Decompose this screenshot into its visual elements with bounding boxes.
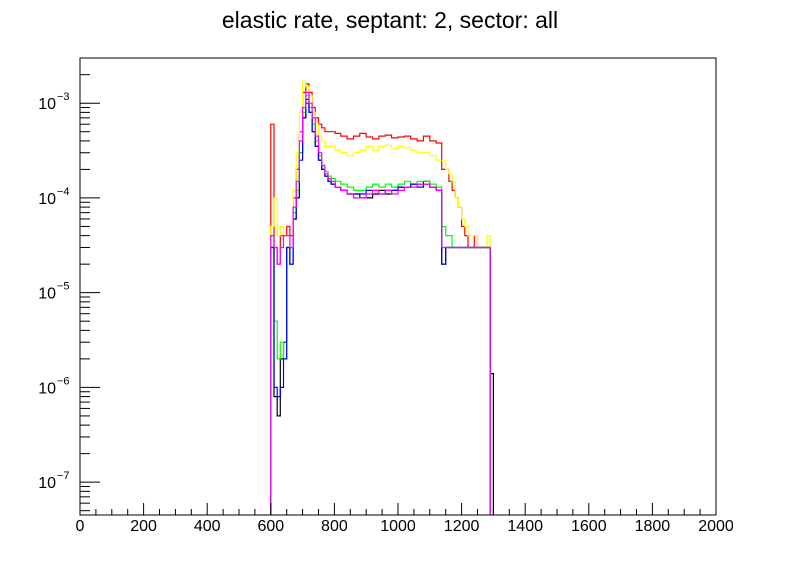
y-tick-exponent: −4 [57, 186, 70, 198]
y-tick-exponent: −6 [57, 375, 70, 387]
y-tick-label: 10 [38, 286, 56, 303]
chart-title: elastic rate, septant: 2, sector: all [222, 7, 558, 33]
x-tick-label: 200 [130, 518, 157, 535]
y-tick-label: 10 [38, 96, 56, 113]
x-tick-label: 1600 [571, 518, 607, 535]
y-tick-exponent: −7 [57, 470, 70, 482]
x-tick-label: 400 [194, 518, 221, 535]
x-tick-label: 1000 [380, 518, 416, 535]
y-axis: 10−710−610−510−410−3 [38, 57, 100, 512]
x-tick-label: 600 [257, 518, 284, 535]
x-tick-label: 1200 [444, 518, 480, 535]
y-tick-exponent: −3 [57, 91, 70, 103]
y-tick-label: 10 [38, 191, 56, 208]
x-tick-label: 0 [76, 518, 85, 535]
x-tick-label: 1800 [635, 518, 671, 535]
y-tick-label: 10 [38, 475, 56, 492]
y-tick-exponent: −5 [57, 281, 70, 293]
x-tick-label: 2000 [698, 518, 734, 535]
series-line-3 [270, 80, 491, 515]
x-tick-label: 800 [321, 518, 348, 535]
y-tick-label: 10 [38, 380, 56, 397]
x-tick-label: 1400 [507, 518, 543, 535]
series-layer [270, 80, 494, 515]
x-axis: 0 200 400 600 800 1000 1200 1400 1600 1800 2000 [76, 503, 734, 535]
series-line-6 [270, 91, 491, 515]
